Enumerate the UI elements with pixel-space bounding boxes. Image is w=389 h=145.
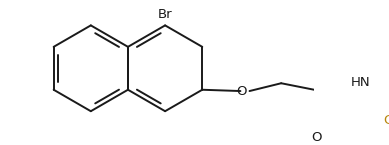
Text: O: O [237,85,247,98]
Text: HN: HN [350,76,370,89]
Text: O: O [312,131,322,144]
Text: Cl: Cl [383,114,389,127]
Text: Br: Br [158,9,172,21]
